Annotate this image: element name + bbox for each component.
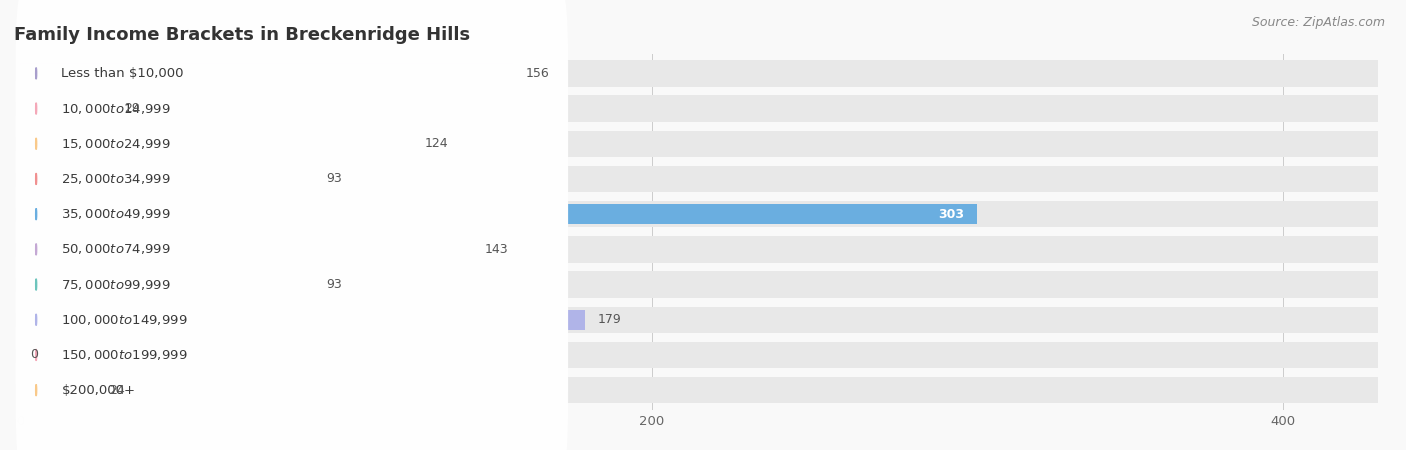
FancyBboxPatch shape	[15, 63, 568, 224]
Bar	[20, 274, 314, 295]
Text: $25,000 to $34,999: $25,000 to $34,999	[62, 172, 172, 186]
Bar	[20, 166, 1378, 192]
Bar	[20, 236, 1378, 262]
Text: $200,000+: $200,000+	[62, 384, 135, 396]
Bar	[20, 271, 1378, 298]
FancyBboxPatch shape	[15, 0, 568, 153]
FancyBboxPatch shape	[15, 275, 568, 435]
Bar	[20, 60, 1378, 86]
Text: Less than $10,000: Less than $10,000	[62, 67, 184, 80]
Text: $50,000 to $74,999: $50,000 to $74,999	[62, 243, 172, 256]
FancyBboxPatch shape	[15, 169, 568, 329]
FancyBboxPatch shape	[15, 239, 568, 400]
Text: 156: 156	[526, 67, 550, 80]
Bar	[20, 99, 112, 119]
FancyBboxPatch shape	[15, 28, 568, 189]
Text: $75,000 to $99,999: $75,000 to $99,999	[62, 278, 172, 292]
Text: 24: 24	[108, 384, 125, 396]
Text: 179: 179	[598, 313, 621, 326]
FancyBboxPatch shape	[15, 99, 568, 259]
Bar	[20, 169, 314, 189]
Text: 143: 143	[485, 243, 508, 256]
Text: $10,000 to $14,999: $10,000 to $14,999	[62, 102, 172, 116]
Text: 0: 0	[30, 348, 38, 361]
Text: Family Income Brackets in Breckenridge Hills: Family Income Brackets in Breckenridge H…	[14, 26, 470, 44]
Bar	[20, 239, 472, 260]
Bar	[20, 63, 513, 84]
Bar	[20, 380, 96, 400]
FancyBboxPatch shape	[15, 134, 568, 294]
Bar	[20, 204, 977, 225]
Bar	[20, 310, 585, 330]
Text: 303: 303	[938, 207, 965, 220]
Text: $100,000 to $149,999: $100,000 to $149,999	[62, 313, 188, 327]
Bar	[20, 306, 1378, 333]
Bar	[20, 95, 1378, 122]
Text: 93: 93	[326, 278, 342, 291]
Bar	[20, 134, 412, 154]
Text: Source: ZipAtlas.com: Source: ZipAtlas.com	[1251, 16, 1385, 29]
Bar	[20, 342, 1378, 368]
Text: $150,000 to $199,999: $150,000 to $199,999	[62, 348, 188, 362]
Text: $35,000 to $49,999: $35,000 to $49,999	[62, 207, 172, 221]
Text: 124: 124	[425, 137, 449, 150]
FancyBboxPatch shape	[15, 310, 568, 450]
Bar	[20, 130, 1378, 157]
Bar	[20, 201, 1378, 227]
Text: 93: 93	[326, 172, 342, 185]
FancyBboxPatch shape	[15, 204, 568, 365]
Bar	[20, 377, 1378, 403]
Text: $15,000 to $24,999: $15,000 to $24,999	[62, 137, 172, 151]
Text: 29: 29	[125, 102, 141, 115]
